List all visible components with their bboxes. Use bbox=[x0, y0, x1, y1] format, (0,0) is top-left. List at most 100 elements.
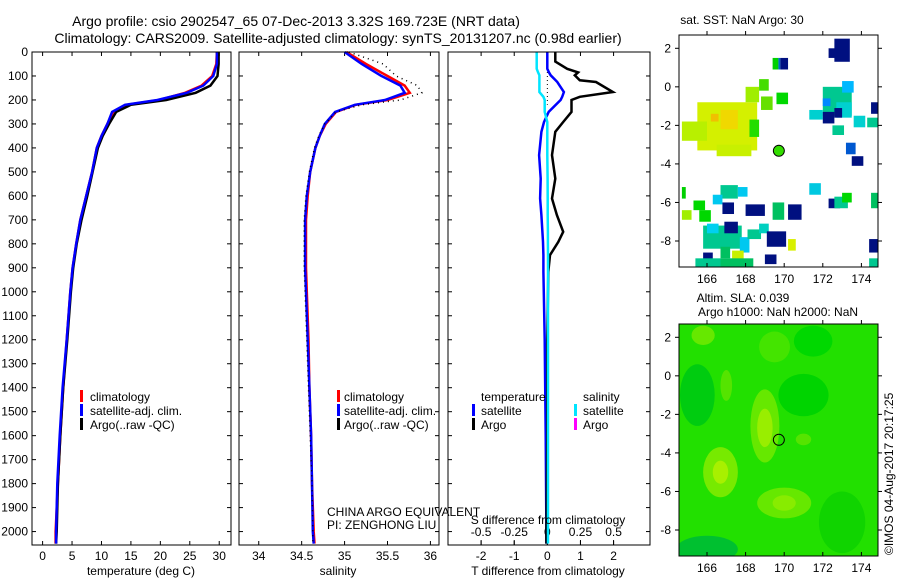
legend-label: satellite-adj. clim. bbox=[344, 404, 436, 418]
map-field bbox=[679, 324, 878, 556]
y-tick-label: 1300 bbox=[1, 357, 28, 371]
sst-cell bbox=[720, 109, 738, 130]
x-tick-label: -2 bbox=[476, 549, 487, 563]
legend-label: Argo(..raw -QC) bbox=[344, 418, 429, 432]
sst-cell bbox=[745, 86, 760, 103]
lat-tick-label: 0 bbox=[664, 369, 671, 383]
lon-tick-label: 172 bbox=[813, 561, 833, 575]
sst-cell bbox=[681, 187, 686, 199]
x-tick-label: 34.5 bbox=[290, 549, 314, 563]
sst-cell bbox=[832, 125, 845, 136]
y-tick-label: 900 bbox=[8, 261, 28, 275]
y-tick-label: 800 bbox=[8, 237, 28, 251]
sst-cell bbox=[766, 231, 787, 247]
lon-tick-label: 170 bbox=[774, 272, 794, 286]
lon-tick-label: 166 bbox=[697, 272, 717, 286]
y-tick-label: 1900 bbox=[1, 501, 28, 515]
x-tick-label: 15 bbox=[124, 549, 138, 563]
sst-cell bbox=[869, 239, 878, 253]
lat-tick-label: -8 bbox=[660, 234, 671, 248]
lat-tick-label: 2 bbox=[664, 330, 671, 344]
y-tick-label: 100 bbox=[8, 69, 28, 83]
sst-cell bbox=[822, 111, 835, 124]
series-line-climatology bbox=[54, 51, 219, 544]
map-field bbox=[681, 38, 878, 267]
x-tick-label: 1 bbox=[577, 549, 584, 563]
sst-cell bbox=[749, 119, 760, 137]
x-axis-label-t-difference: T difference from climatology bbox=[471, 564, 625, 578]
sst-cell bbox=[703, 252, 713, 261]
lat-tick-label: 2 bbox=[664, 41, 671, 55]
sst-cell bbox=[737, 187, 748, 197]
y-tick-label: 1200 bbox=[1, 333, 28, 347]
sla-map-subtitle: Argo h1000: NaN h2000: NaN bbox=[698, 305, 858, 319]
sst-cell bbox=[699, 210, 711, 222]
legend-label: satellite bbox=[481, 404, 522, 418]
y-tick-label: 400 bbox=[8, 141, 28, 155]
lat-tick-label: -6 bbox=[660, 195, 671, 209]
x2-tick-label: 0.5 bbox=[605, 525, 622, 539]
sst-cell bbox=[706, 223, 719, 234]
series-line-satellite-adj-clim- bbox=[54, 52, 219, 544]
legend-swatch-climatology bbox=[337, 390, 340, 402]
x-tick-label: 35.5 bbox=[376, 549, 400, 563]
legend-swatch-argo bbox=[337, 418, 340, 430]
sst-cell bbox=[722, 202, 735, 215]
legend-swatch-satellite bbox=[80, 404, 83, 416]
legend-heading-temperature: temperature bbox=[481, 390, 546, 404]
sst-cell bbox=[780, 57, 789, 70]
legend-swatch-climatology bbox=[80, 390, 83, 402]
sst-cell bbox=[764, 254, 777, 265]
series-line-climatology bbox=[304, 50, 412, 544]
map-frame bbox=[678, 323, 879, 557]
sst-cell bbox=[871, 192, 878, 209]
x-axis-label-temperature: temperature (deg C) bbox=[87, 564, 195, 578]
sla-anomaly-patch bbox=[778, 373, 829, 417]
lat-tick-label: 0 bbox=[664, 80, 671, 94]
map-frame bbox=[678, 34, 879, 268]
y-tick-label: 2000 bbox=[1, 525, 28, 539]
sst-cell bbox=[720, 258, 754, 267]
lon-tick-label: 172 bbox=[813, 272, 833, 286]
sst-cell bbox=[681, 121, 707, 141]
y-tick-label: 1100 bbox=[2, 309, 28, 323]
lat-tick-label: -2 bbox=[660, 118, 671, 132]
sla-anomaly-patch bbox=[720, 370, 733, 401]
figure-title-line1: Argo profile: csio 2902547_65 07-Dec-201… bbox=[72, 13, 520, 29]
sst-cell bbox=[681, 210, 692, 220]
y-tick-label: 1400 bbox=[1, 381, 28, 395]
legend-label: climatology bbox=[90, 390, 150, 404]
sla-anomaly-patch bbox=[818, 491, 866, 554]
sst-cell bbox=[867, 117, 878, 128]
sst-cell bbox=[822, 98, 831, 107]
lat-tick-label: -4 bbox=[660, 446, 671, 460]
sst-cell bbox=[871, 102, 878, 114]
sst-cell bbox=[842, 81, 854, 93]
lat-tick-label: -2 bbox=[660, 407, 671, 421]
sla-anomaly-patch bbox=[793, 325, 833, 357]
sst-cell bbox=[693, 200, 706, 211]
sst-cell bbox=[834, 38, 850, 62]
plot-frame bbox=[238, 51, 440, 546]
x2-tick-label: -0.5 bbox=[471, 525, 492, 539]
x-tick-label: 36 bbox=[424, 549, 438, 563]
x2-tick-label: 0.25 bbox=[569, 525, 593, 539]
y-tick-label: 300 bbox=[8, 117, 28, 131]
sla-anomaly-patch bbox=[772, 495, 796, 511]
sst-cell bbox=[739, 237, 750, 253]
y-tick-label: 700 bbox=[8, 213, 28, 227]
sst-cell bbox=[720, 246, 731, 259]
salinity-panel: 34 34.5 35 35.5 36 bbox=[238, 50, 440, 563]
y-tick-label: 200 bbox=[8, 93, 28, 107]
sst-cell bbox=[695, 258, 721, 267]
lon-tick-label: 166 bbox=[697, 561, 717, 575]
legend-swatch-t-argo bbox=[472, 418, 475, 430]
x-axis-label-salinity: salinity bbox=[320, 564, 357, 578]
sst-cell bbox=[759, 223, 769, 234]
sst-cell bbox=[720, 185, 738, 199]
lon-tick-label: 174 bbox=[851, 272, 871, 286]
sst-cell bbox=[845, 142, 856, 155]
series-line-argo-raw-qc- bbox=[303, 51, 423, 544]
series-line-argo-raw-qc- bbox=[54, 52, 220, 544]
sla-map-title: Altim. SLA: 0.039 bbox=[697, 291, 790, 305]
